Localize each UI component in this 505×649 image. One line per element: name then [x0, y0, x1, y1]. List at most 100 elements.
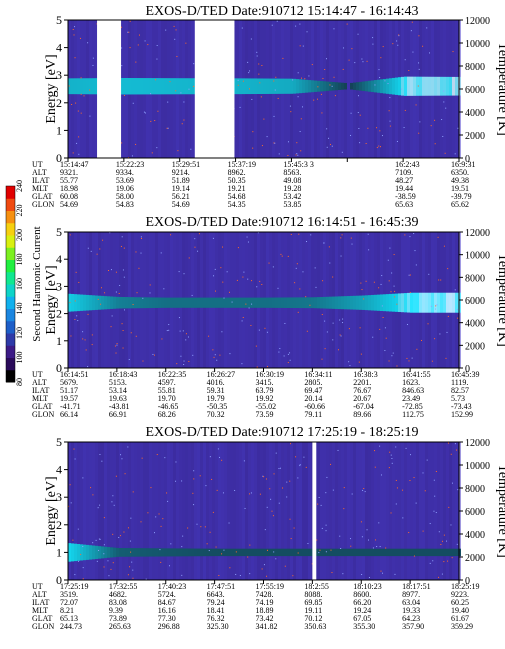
speckle-dot: [320, 93, 322, 95]
band-cell: [89, 78, 92, 95]
speckle-dot: [296, 142, 298, 144]
spectrogram-column: [440, 442, 443, 580]
spectrogram-column: [275, 442, 278, 580]
band-cell: [260, 78, 263, 94]
speckle-dot: [324, 348, 326, 350]
band-cell: [356, 295, 359, 310]
speckle-dot: [244, 507, 246, 509]
table-cell: 50.35: [228, 176, 246, 185]
spectrogram-column: [263, 442, 266, 580]
band-cell: [443, 548, 446, 557]
speckle-dot: [389, 120, 391, 122]
table-cell: 89.66: [353, 410, 371, 419]
speckle-dot: [261, 568, 263, 570]
speckle-dot: [421, 339, 423, 341]
speckle-dot: [289, 480, 291, 482]
speckle-dot: [299, 288, 301, 290]
speckle-dot: [452, 51, 454, 53]
band-cell: [86, 544, 89, 560]
speckle-dot: [258, 329, 260, 331]
band-cell: [374, 80, 377, 93]
speckle-dot: [229, 353, 231, 355]
table-cell: 17:32:55: [109, 582, 137, 591]
speckle-dot: [297, 72, 299, 74]
speckle-dot: [359, 327, 361, 329]
table-cell: 2805.: [304, 378, 322, 387]
table-cell: 16:34:11: [304, 370, 332, 379]
band-cell: [218, 548, 221, 557]
band-cell: [344, 548, 347, 557]
table-cell: 73.59: [256, 410, 274, 419]
speckle-dot: [197, 250, 199, 252]
y-tick-label: 4: [56, 463, 62, 477]
band-cell: [191, 297, 194, 308]
speckle-dot: [211, 478, 213, 480]
speckle-dot: [422, 45, 424, 47]
band-cell: [455, 548, 458, 557]
speckle-dot: [156, 45, 158, 47]
band-cell: [191, 78, 194, 95]
band-cell: [242, 78, 245, 95]
speckle-dot: [247, 61, 249, 63]
band-cell: [320, 548, 323, 557]
speckle-dot: [299, 45, 301, 47]
speckle-dot: [248, 72, 250, 74]
band-cell: [233, 78, 236, 95]
spectrogram-column: [227, 442, 230, 580]
speckle-dot: [409, 236, 411, 238]
band-cell: [140, 548, 143, 557]
band-cell: [284, 297, 287, 308]
speckle-dot: [220, 267, 222, 269]
speckle-dot: [309, 304, 311, 306]
speckle-dot: [360, 282, 362, 284]
band-cell: [305, 297, 308, 309]
speckle-dot: [196, 523, 198, 525]
band-cell: [383, 548, 386, 557]
spectrogram-column: [305, 442, 308, 580]
colorbar-swatch: [6, 308, 15, 322]
band-cell: [422, 548, 425, 557]
speckle-dot: [156, 58, 158, 60]
band-cell: [98, 295, 101, 310]
band-cell: [386, 78, 389, 94]
speckle-dot: [147, 44, 149, 46]
table-cell: 51.17: [60, 386, 78, 395]
speckle-dot: [275, 558, 277, 560]
spectrogram-column: [338, 442, 341, 580]
speckle-dot: [115, 352, 117, 354]
table-cell: 15:29:51: [172, 160, 200, 169]
speckle-dot: [392, 352, 394, 354]
spectrogram-column: [455, 442, 458, 580]
speckle-dot: [77, 110, 79, 112]
band-cell: [419, 76, 422, 96]
table-cell: 19.70: [158, 394, 176, 403]
speckle-dot: [317, 503, 319, 505]
band-cell: [305, 548, 308, 557]
speckle-dot: [77, 320, 79, 322]
speckle-dot: [373, 281, 375, 283]
band-cell: [332, 81, 335, 91]
speckle-dot: [268, 262, 270, 264]
band-cell: [122, 296, 125, 309]
speckle-dot: [299, 464, 301, 466]
speckle-dot: [368, 249, 370, 251]
speckle-dot: [87, 366, 89, 368]
speckle-dot: [218, 574, 220, 576]
speckle-dot: [242, 276, 244, 278]
speckle-dot: [182, 330, 184, 332]
speckle-dot: [129, 566, 131, 568]
spectrogram-column: [332, 442, 335, 580]
speckle-dot: [287, 141, 289, 143]
speckle-dot: [378, 287, 380, 289]
speckle-dot: [69, 484, 71, 486]
speckle-dot: [332, 276, 334, 278]
colorbar-tick-label: 160: [15, 278, 24, 290]
colorbar: 80 100 120 140 160 180 200 220 240 Second Harmoni…: [5, 180, 43, 386]
y-tick-label: 1: [56, 545, 62, 559]
speckle-dot: [72, 29, 74, 31]
table-cell: 61.67: [451, 614, 469, 623]
colorbar-swatch: [6, 198, 15, 211]
band-cell: [437, 76, 440, 96]
speckle-dot: [418, 35, 420, 37]
band-cell: [92, 545, 95, 560]
